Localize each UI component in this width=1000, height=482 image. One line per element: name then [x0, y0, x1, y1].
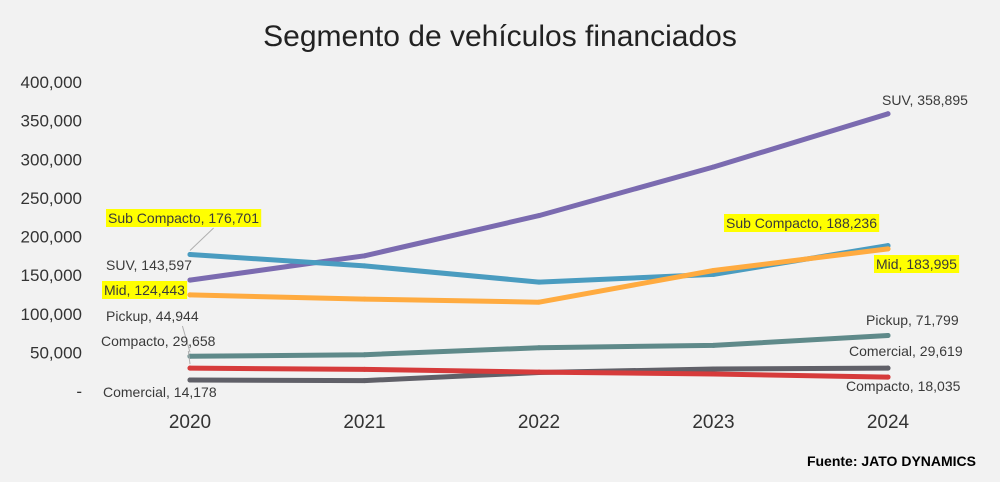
data-point-mid — [536, 299, 542, 305]
x-tick-label: 2022 — [518, 412, 560, 433]
data-point-comercial — [885, 365, 891, 371]
data-label-text: Sub Compacto, 188,236 — [726, 215, 877, 231]
data-label-text: SUV, 358,895 — [882, 92, 968, 108]
data-label-text: Compacto, 29,658 — [101, 333, 216, 349]
data-point-suv — [362, 253, 367, 259]
x-tick-label: 2024 — [867, 412, 910, 433]
series-line-mid — [187, 246, 891, 305]
data-label-comercial-start: Comercial, 14,178 — [103, 384, 217, 400]
data-label-suv-start: SUV, 143,597 — [106, 257, 192, 273]
series-line-suv — [187, 111, 891, 283]
data-labels: SUV, 143,597 SUV, 358,895 Sub Compacto, 17… — [101, 92, 968, 400]
data-label-text: Mid, 124,443 — [104, 282, 185, 298]
data-point-suv — [187, 277, 193, 283]
leader-lines — [181, 227, 214, 365]
data-label-text: Mid, 183,995 — [876, 256, 957, 272]
y-tick-label: 250,000 — [21, 189, 82, 208]
label-highlight — [724, 214, 880, 232]
y-tick-label: - — [76, 382, 82, 401]
data-point-pickup — [711, 342, 716, 348]
y-axis: - 50,000 100,000 150,000 200,000 250,000 300,0… — [21, 73, 82, 401]
data-point-suv — [711, 164, 716, 170]
data-point-sub-compacto — [187, 251, 193, 257]
data-point-pickup — [187, 353, 193, 359]
data-label-pickup-start: Pickup, 44,944 — [106, 308, 199, 324]
data-point-compacto — [536, 369, 542, 375]
data-label-suv-end: SUV, 358,895 — [882, 92, 968, 108]
y-tick-label: 350,000 — [21, 112, 82, 131]
data-label-sub-compacto-start: Sub Compacto, 176,701 — [106, 209, 262, 227]
data-point-comercial — [711, 366, 716, 372]
label-highlight — [874, 255, 960, 273]
x-tick-label: 2020 — [169, 412, 211, 433]
data-label-mid-end: Mid, 183,995 — [874, 255, 960, 273]
data-point-suv — [885, 111, 891, 117]
y-tick-label: 400,000 — [21, 73, 82, 92]
data-point-compacto — [711, 371, 716, 377]
data-point-sub-compacto — [536, 279, 542, 285]
data-point-mid — [362, 296, 367, 302]
data-point-sub-compacto — [362, 263, 367, 269]
data-label-pickup-end: Pickup, 71,799 — [866, 312, 959, 328]
y-tick-label: 50,000 — [30, 343, 82, 362]
data-label-text: Comercial, 14,178 — [103, 384, 217, 400]
data-point-pickup — [885, 333, 891, 339]
data-point-mid — [711, 267, 716, 273]
y-tick-label: 150,000 — [21, 266, 82, 285]
leader-line — [189, 227, 214, 251]
data-point-mid — [187, 292, 193, 298]
data-label-text: Pickup, 71,799 — [866, 312, 959, 328]
source-note: Fuente: JATO DYNAMICS — [807, 453, 976, 469]
data-label-text: Compacto, 18,035 — [846, 378, 961, 394]
data-label-text: Comercial, 29,619 — [849, 343, 963, 359]
y-tick-label: 100,000 — [21, 305, 82, 324]
x-tick-label: 2023 — [692, 412, 734, 433]
data-point-compacto — [362, 366, 367, 372]
data-point-pickup — [536, 345, 542, 351]
leader-line — [187, 350, 191, 365]
data-point-comercial — [187, 377, 193, 383]
leader-line — [181, 325, 191, 353]
chart-title: Segmento de vehículos financiados — [263, 20, 737, 53]
data-label-mid-start: Mid, 124,443 — [102, 281, 188, 299]
y-tick-label: 300,000 — [21, 150, 82, 169]
data-label-text: Sub Compacto, 176,701 — [108, 210, 259, 226]
y-tick-label: 200,000 — [21, 228, 82, 247]
data-point-pickup — [362, 352, 367, 358]
label-highlight — [102, 281, 188, 299]
data-point-mid — [885, 246, 891, 252]
data-point-comercial — [362, 378, 367, 384]
data-label-comercial-end: Comercial, 29,619 — [849, 343, 963, 359]
label-highlight — [106, 209, 262, 227]
data-label-sub-compacto-end: Sub Compacto, 188,236 — [724, 214, 880, 232]
series-lines — [187, 111, 891, 384]
data-point-suv — [536, 213, 542, 219]
x-tick-label: 2021 — [343, 412, 385, 433]
data-label-compacto-start: Compacto, 29,658 — [101, 333, 216, 349]
x-axis: 2020 2021 2022 2023 2024 — [169, 412, 910, 433]
data-label-text: SUV, 143,597 — [106, 257, 192, 273]
data-label-compacto-end: Compacto, 18,035 — [846, 378, 961, 394]
data-label-text: Pickup, 44,944 — [106, 308, 199, 324]
data-point-compacto — [187, 365, 193, 371]
data-point-compacto — [885, 374, 891, 380]
